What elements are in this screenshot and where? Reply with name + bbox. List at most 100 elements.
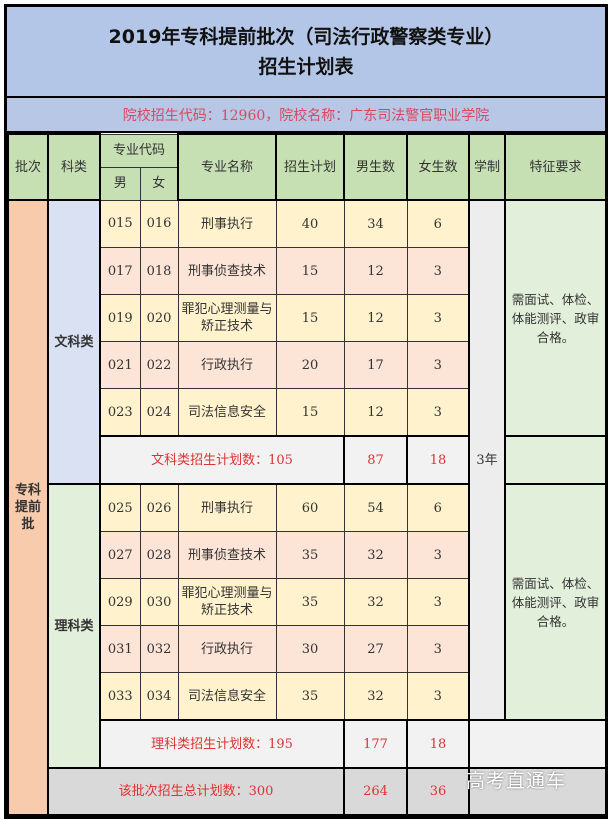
plan-count: 30 — [275, 625, 345, 673]
plan-count: 15 — [275, 247, 345, 295]
code-male: 021 — [99, 341, 141, 389]
requirements-cell: 需面试、体检、体能测评、政审合格。 — [504, 199, 608, 437]
table-row: 理科类 025 026 刑事执行 60 54 6 需面试、体检、体能测评、政审合格。 — [8, 483, 608, 769]
major-name: 刑事侦查技术 — [177, 531, 277, 579]
header-duration: 学制 — [468, 133, 507, 201]
subtotal-boys: 87 — [343, 435, 409, 485]
table-row: 023 024 司法信息安全 15 12 3 — [8, 388, 606, 437]
girls-count: 3 — [406, 341, 470, 389]
major-name: 罪犯心理测量与矫正技术 — [177, 294, 277, 342]
header-category: 科类 — [47, 133, 101, 201]
header-boys: 男生数 — [343, 133, 409, 201]
code-male: 015 — [99, 199, 141, 248]
code-female: 028 — [139, 531, 179, 579]
subtotal-boys: 177 — [343, 719, 409, 769]
school-info: 院校招生代码：12960，院校名称：广东司法警官职业学院 — [7, 98, 605, 133]
requirements-cell: 需面试、体检、体能测评、政审合格。 — [504, 483, 608, 721]
total-label: 该批次招生总计划数：300 — [46, 767, 346, 816]
girls-count: 3 — [406, 294, 470, 342]
girls-count: 3 — [406, 625, 470, 673]
girls-count: 3 — [406, 531, 470, 579]
code-female: 026 — [139, 483, 179, 532]
girls-count: 6 — [406, 199, 470, 248]
major-name: 行政执行 — [177, 625, 277, 673]
girls-count: 3 — [406, 672, 470, 721]
boys-count: 32 — [343, 672, 408, 721]
code-male: 027 — [99, 531, 141, 579]
code-female: 020 — [139, 294, 179, 342]
table-row: 021 022 行政执行 20 17 3 — [8, 341, 606, 389]
plan-count: 40 — [275, 199, 345, 248]
code-male: 025 — [99, 483, 141, 532]
boys-count: 32 — [343, 531, 408, 579]
table-row: 027 028 刑事侦查技术 35 32 3 — [8, 531, 606, 579]
header-requirements: 特征要求 — [504, 133, 608, 201]
page-title: 2019年专科提前批次（司法行政警察类专业） 招生计划表 — [7, 7, 605, 98]
major-name: 罪犯心理测量与矫正技术 — [177, 578, 277, 626]
blank-cell — [468, 767, 608, 816]
total-boys: 264 — [343, 767, 409, 816]
category-cell: 文科类 — [47, 199, 101, 485]
requirements-blank — [504, 435, 608, 485]
plan-count: 20 — [275, 341, 345, 389]
code-female: 032 — [139, 625, 179, 673]
header-code-male: 男 — [99, 166, 141, 201]
major-name: 司法信息安全 — [177, 388, 277, 437]
header-girls: 女生数 — [406, 133, 471, 201]
major-name: 刑事侦查技术 — [177, 247, 277, 295]
girls-count: 3 — [406, 388, 470, 437]
boys-count: 12 — [343, 247, 408, 295]
code-male: 033 — [99, 672, 141, 721]
boys-count: 17 — [343, 341, 408, 389]
watermark: 高考直通车 — [466, 770, 567, 792]
plan-count: 35 — [275, 578, 345, 626]
header-code: 专业代码 — [99, 133, 179, 168]
code-female: 016 — [139, 199, 179, 248]
subtotal-label: 文科类招生计划数：105 — [98, 435, 346, 485]
code-male: 031 — [99, 625, 141, 673]
code-male: 019 — [99, 294, 141, 342]
title-line-2: 招生计划表 — [258, 55, 354, 78]
code-female: 024 — [139, 388, 179, 437]
category-cell: 理科类 — [47, 483, 101, 769]
batch-cell: 专科提前批 — [7, 199, 49, 816]
plan-count: 35 — [275, 672, 345, 721]
code-female: 022 — [139, 341, 179, 389]
subtotal-row: 文科类招生计划数：105 87 18 — [8, 435, 608, 485]
blank-cell — [468, 719, 608, 769]
code-male: 023 — [99, 388, 141, 437]
code-female: 034 — [139, 672, 179, 721]
table-row: 031 032 行政执行 30 27 3 — [8, 625, 606, 673]
subtotal-girls: 18 — [406, 719, 471, 769]
major-name: 司法信息安全 — [177, 672, 277, 721]
table-row: 017 018 刑事侦查技术 15 12 3 — [8, 247, 606, 295]
plan-count: 15 — [275, 388, 345, 437]
header-major: 专业名称 — [177, 133, 278, 201]
boys-count: 32 — [343, 578, 408, 626]
header-plan: 招生计划 — [275, 133, 346, 201]
boys-count: 27 — [343, 625, 408, 673]
boys-count: 12 — [343, 388, 408, 437]
major-name: 刑事执行 — [177, 199, 277, 248]
girls-count: 6 — [406, 483, 470, 532]
header-batch: 批次 — [7, 133, 49, 201]
plan-count: 35 — [275, 531, 345, 579]
total-girls: 36 — [406, 767, 471, 816]
code-male: 029 — [99, 578, 141, 626]
plan-count: 60 — [275, 483, 345, 532]
girls-count: 3 — [406, 578, 470, 626]
code-female: 030 — [139, 578, 179, 626]
girls-count: 3 — [406, 247, 470, 295]
code-male: 017 — [99, 247, 141, 295]
major-name: 行政执行 — [177, 341, 277, 389]
boys-count: 54 — [343, 483, 408, 532]
total-row: 该批次招生总计划数：300 264 36 — [8, 767, 608, 816]
subtotal-row: 理科类招生计划数：195 177 18 — [8, 719, 608, 769]
duration-cell: 3年 — [468, 199, 507, 721]
table-row: 033 034 司法信息安全 35 32 3 — [8, 672, 606, 721]
plan-count: 15 — [275, 294, 345, 342]
title-line-1: 2019年专科提前批次（司法行政警察类专业） — [108, 25, 504, 48]
enrollment-plan-document: 2019年专科提前批次（司法行政警察类专业） 招生计划表 院校招生代码：1296… — [4, 4, 608, 819]
boys-count: 34 — [343, 199, 408, 248]
subtotal-label: 理科类招生计划数：195 — [98, 719, 346, 769]
